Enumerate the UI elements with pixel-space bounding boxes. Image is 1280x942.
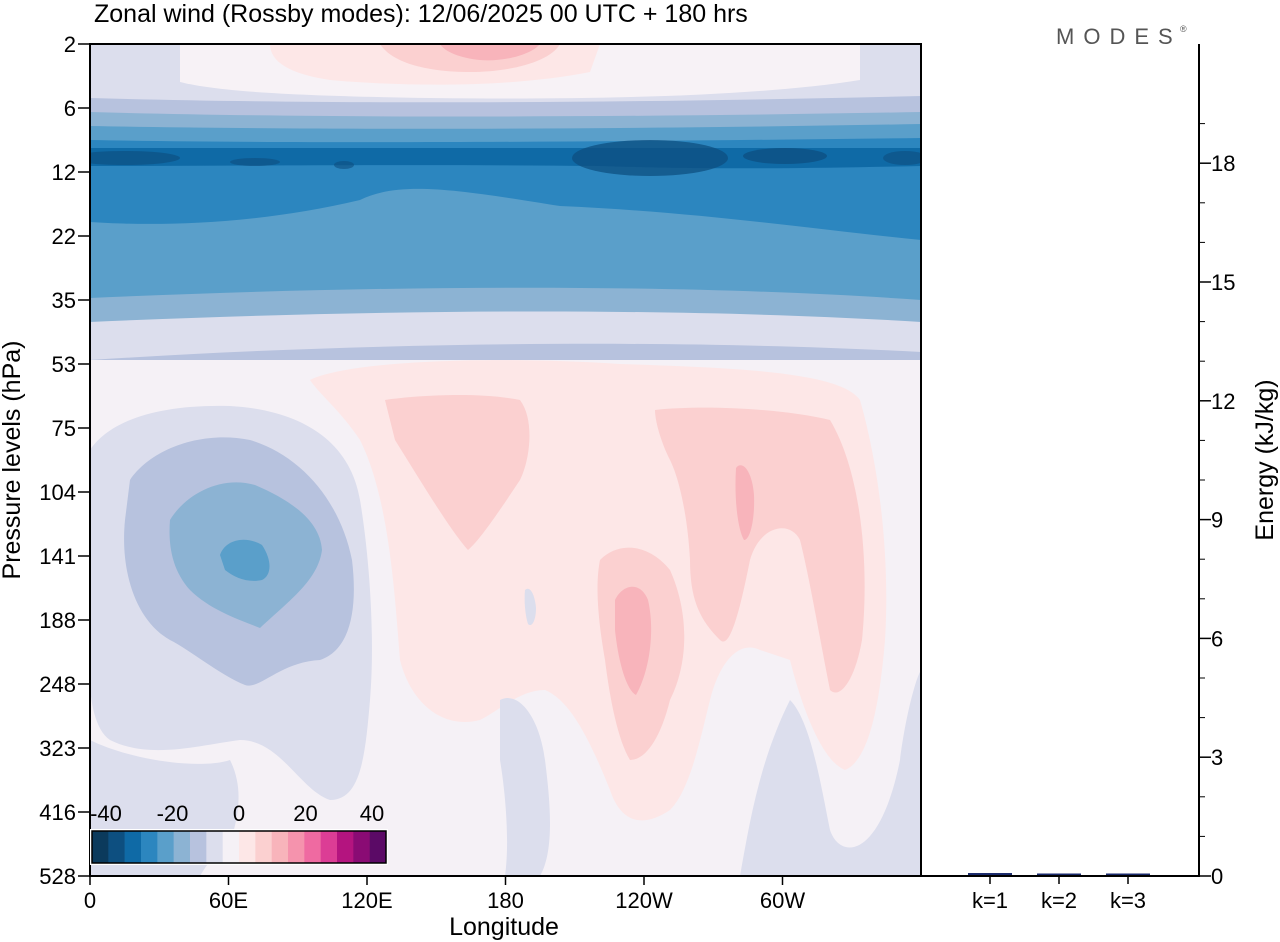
modes-logo-mark: ®	[1180, 24, 1187, 34]
colorbar-swatch	[206, 831, 223, 863]
energy-tick-label: 3	[1211, 745, 1223, 770]
energy-tick-label: 18	[1211, 151, 1235, 176]
pressure-tick-label: 323	[39, 736, 76, 761]
colorbar-swatch	[92, 831, 109, 863]
x-axis-label: Longitude	[449, 913, 559, 941]
heatmap-field	[90, 44, 921, 876]
colorbar-swatch	[304, 831, 321, 863]
longitude-tick-label: 120W	[615, 888, 673, 913]
pressure-tick-label: 528	[39, 864, 76, 889]
longitude-axis: 0 60E 120E 180 120W 60W	[84, 876, 805, 913]
pressure-tick-label: 2	[64, 32, 76, 57]
energy-bar	[1106, 873, 1150, 875]
colorbar-tick-label: 0	[233, 801, 245, 826]
colorbar-swatch	[369, 831, 387, 863]
modes-logo: MODES	[1056, 24, 1182, 49]
colorbar-tick-label: 20	[293, 801, 317, 826]
energy-bar	[968, 873, 1012, 875]
colorbar-tick-label: -20	[157, 801, 189, 826]
colorbar-swatch	[157, 831, 174, 863]
pressure-tick-label: 75	[52, 416, 76, 441]
colorbar-tick-label: -40	[90, 801, 122, 826]
colorbar-swatch	[173, 831, 191, 863]
energy-tick-label: 6	[1211, 626, 1223, 651]
colorbar-swatch	[222, 831, 240, 863]
energy-axis-label: Energy (kJ/kg)	[1251, 379, 1279, 540]
colorbar-swatch	[190, 831, 207, 863]
colorbar-swatch	[320, 831, 338, 863]
pressure-tick-label: 6	[64, 96, 76, 121]
longitude-tick-label: 180	[487, 888, 524, 913]
pressure-tick-label: 416	[39, 800, 76, 825]
energy-axis: 0 3 6 9 12 15 18	[1199, 123, 1235, 889]
colorbar-swatch	[353, 831, 370, 863]
energy-panel	[921, 44, 1200, 877]
y-axis-label: Pressure levels (hPa)	[0, 341, 26, 580]
longitude-tick-label: 60W	[760, 888, 805, 913]
energy-category-label: k=2	[1041, 888, 1077, 913]
energy-bars: k=1 k=2 k=3	[968, 873, 1150, 913]
colorbar-swatch	[255, 831, 272, 863]
colorbar-swatch	[124, 831, 142, 863]
chart-title: Zonal wind (Rossby modes): 12/06/2025 00…	[94, 0, 748, 28]
energy-tick-label: 9	[1211, 508, 1223, 533]
pressure-tick-label: 22	[52, 224, 76, 249]
energy-bar	[1037, 873, 1081, 875]
colorbar	[90, 829, 388, 865]
colorbar-tick-label: 40	[360, 801, 384, 826]
pressure-tick-label: 12	[52, 160, 76, 185]
energy-tick-label: 15	[1211, 270, 1235, 295]
energy-category-label: k=1	[972, 888, 1008, 913]
pressure-tick-label: 53	[52, 352, 76, 377]
colorbar-frame	[91, 830, 387, 864]
pressure-tick-label: 188	[39, 608, 76, 633]
energy-tick-label: 12	[1211, 389, 1235, 414]
longitude-tick-label: 0	[84, 888, 96, 913]
colorbar-swatch	[271, 831, 289, 863]
pressure-tick-label: 104	[39, 480, 76, 505]
colorbar-swatch	[337, 831, 354, 863]
pressure-axis: 2 6 12 22 35 53 75 104 141 188 248 323 416 528	[39, 32, 90, 889]
pressure-tick-label: 141	[39, 544, 76, 569]
pressure-tick-label: 35	[52, 288, 76, 313]
colorbar-swatch	[108, 831, 125, 863]
colorbar-labels: -40 -20 0 20 40	[90, 801, 384, 826]
colorbar-swatch	[141, 831, 158, 863]
energy-category-label: k=3	[1110, 888, 1146, 913]
pressure-tick-label: 248	[39, 672, 76, 697]
longitude-tick-label: 60E	[209, 888, 248, 913]
colorbar-swatch	[239, 831, 256, 863]
longitude-tick-label: 120E	[341, 888, 392, 913]
colorbar-swatch	[288, 831, 305, 863]
energy-tick-label: 0	[1211, 864, 1223, 889]
